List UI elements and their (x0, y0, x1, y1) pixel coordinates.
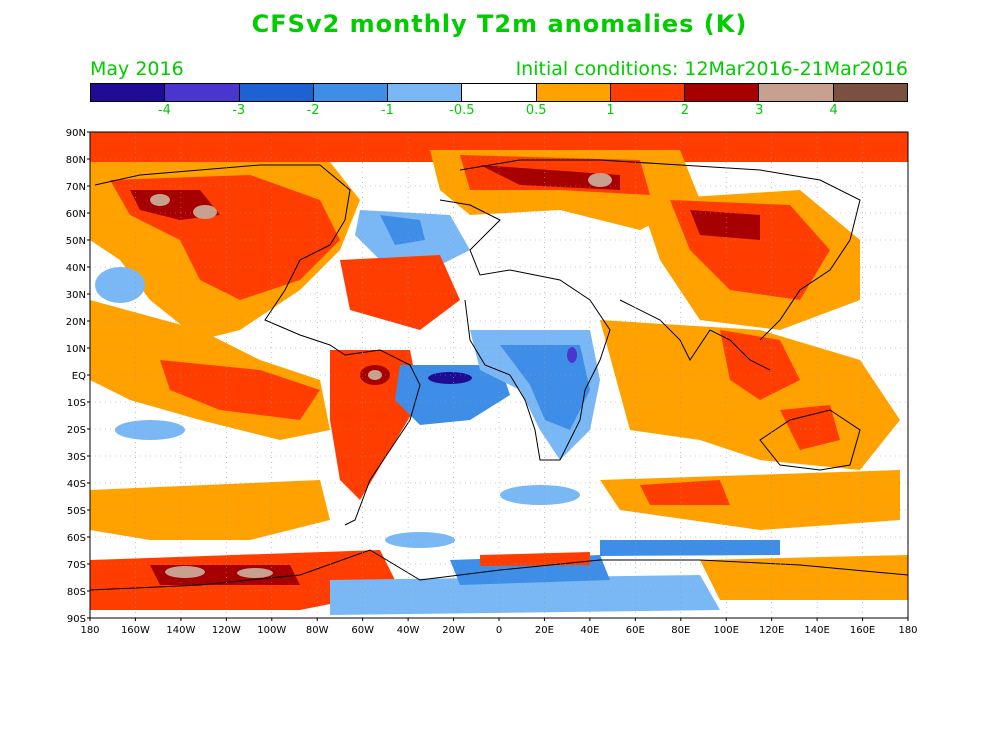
latitude-axis: 90N 80N 70N 60N 50N 40N 30N 20N 10N EQ 10S 20S 30S 40… (66, 128, 90, 625)
lat-tick-label: 90S (67, 614, 86, 625)
lon-tick-label: 40W (397, 625, 420, 636)
colorbar-tick-label: 4 (829, 103, 838, 118)
colorbar-segment (239, 84, 314, 101)
graticule (90, 132, 908, 618)
forecast-month: May 2016 (90, 58, 184, 80)
colorbar-tick-label: 0.5 (525, 103, 547, 118)
lon-tick-label: 140E (804, 625, 829, 636)
lat-tick-label: 60S (67, 533, 86, 544)
colorbar-segment (313, 84, 389, 101)
lat-tick-label: 80N (66, 155, 86, 166)
colorbar-tick-label: -4 (157, 103, 171, 118)
map-title: CFSv2 monthly T2m anomalies (K) (251, 10, 748, 38)
lon-tick-label: 160W (121, 625, 150, 636)
colorbar-tick-label: 2 (680, 103, 690, 118)
lat-tick-label: 50N (66, 236, 86, 247)
longitude-axis: 180 160W 140W 120W 100W 80W 60W 40W 20W 0 20E 40E 60… (80, 618, 918, 636)
lon-tick-label: 180 (898, 625, 917, 636)
lat-tick-label: 30N (66, 290, 86, 301)
lon-tick-label: 140W (166, 625, 195, 636)
lat-tick-label: 70N (66, 182, 86, 193)
colorbar-tick-label: -0.5 (449, 103, 475, 118)
lon-tick-label: 100W (257, 625, 286, 636)
lon-tick-label: 180 (80, 625, 99, 636)
lon-tick-label: 80W (306, 625, 329, 636)
lon-tick-label: 60E (626, 625, 645, 636)
lat-tick-label: 40N (66, 263, 86, 274)
lat-tick-label: 80S (67, 587, 86, 598)
lat-tick-label: 60N (66, 209, 86, 220)
colorbar-segment (685, 84, 760, 101)
colorbar (90, 83, 908, 102)
lon-tick-label: 20E (535, 625, 554, 636)
lon-tick-label: 100E (714, 625, 739, 636)
lat-tick-label: 40S (67, 479, 86, 490)
lon-tick-label: 60W (351, 625, 374, 636)
coastlines (90, 159, 908, 591)
colorbar-segment (759, 84, 834, 101)
colorbar-segment (536, 84, 611, 101)
lat-tick-label: 10N (66, 344, 86, 355)
initial-conditions: Initial conditions: 12Mar2016-21Mar2016 (515, 58, 908, 80)
lon-tick-label: 160E (850, 625, 875, 636)
lon-tick-label: 80E (671, 625, 690, 636)
colorbar-segment (165, 84, 240, 101)
colorbar-segment (91, 84, 166, 101)
colorbar-tick-label: 3 (755, 103, 764, 118)
colorbar-tick-label: -1 (380, 103, 394, 118)
colorbar-segment (833, 84, 907, 101)
lat-tick-label: 20N (66, 317, 86, 328)
colorbar-segment (388, 84, 463, 101)
colorbar-tick-label: -3 (232, 103, 246, 118)
lat-tick-label: EQ (72, 371, 86, 382)
lon-tick-label: 20W (442, 625, 465, 636)
lat-tick-label: 10S (67, 398, 86, 409)
lat-tick-label: 50S (67, 506, 86, 517)
lon-tick-label: 40E (580, 625, 599, 636)
colorbar-segment (462, 84, 537, 101)
colorbar-tick-label: -2 (306, 103, 320, 118)
lon-tick-label: 0 (496, 625, 502, 636)
lat-tick-label: 90N (66, 128, 86, 139)
lat-tick-label: 70S (67, 560, 86, 571)
colorbar-segment (610, 84, 686, 101)
colorbar-tick-label: 1 (606, 103, 615, 118)
lon-tick-label: 120W (212, 625, 241, 636)
lon-tick-label: 120E (759, 625, 784, 636)
lat-tick-label: 30S (67, 452, 86, 463)
lat-tick-label: 20S (67, 425, 86, 436)
